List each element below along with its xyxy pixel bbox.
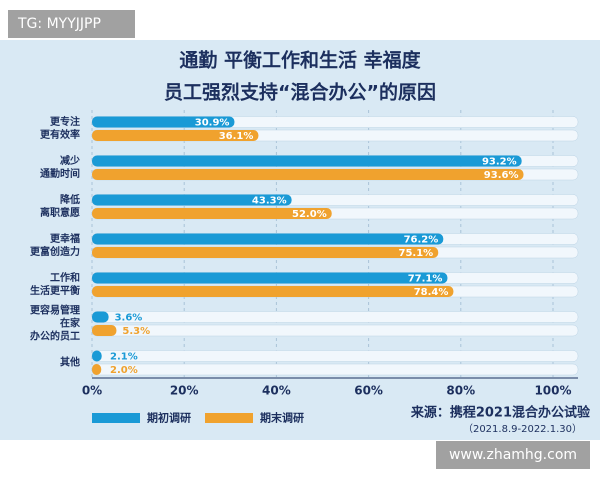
bar bbox=[92, 194, 292, 206]
data-label: 43.3% bbox=[252, 196, 287, 207]
x-tick-label: 100% bbox=[534, 384, 571, 398]
chart-title: 员工强烈支持“混合办公”的原因 bbox=[164, 81, 436, 104]
y-tick-label: 更富创造力 bbox=[30, 245, 80, 258]
data-label: 3.6% bbox=[115, 313, 143, 324]
data-label: 5.3% bbox=[122, 326, 150, 337]
y-tick-label: 减少 bbox=[60, 154, 80, 167]
legend-swatch bbox=[205, 413, 253, 423]
bar bbox=[92, 350, 102, 362]
data-label: 93.2% bbox=[482, 157, 517, 168]
y-tick-label: 办公的员工 bbox=[30, 330, 80, 343]
y-tick-label: 降低 bbox=[60, 193, 80, 206]
data-label: 2.1% bbox=[110, 352, 138, 363]
data-label: 76.2% bbox=[404, 235, 439, 246]
bar bbox=[92, 116, 235, 128]
y-tick-label: 更容易管理 bbox=[30, 304, 80, 317]
x-tick-label: 20% bbox=[170, 384, 199, 398]
chart-title: 通勤 平衡工作和生活 幸福度 bbox=[179, 49, 421, 72]
bar bbox=[92, 272, 448, 284]
bar bbox=[92, 130, 259, 141]
x-tick-label: 40% bbox=[262, 384, 291, 398]
y-tick-label: 在家 bbox=[60, 317, 81, 330]
source: 来源：携程2021混合办公试验 bbox=[410, 405, 591, 421]
data-label: 36.1% bbox=[219, 131, 254, 142]
y-tick-label: 其他 bbox=[60, 356, 80, 369]
data-label: 77.1% bbox=[408, 274, 443, 285]
data-label: 52.0% bbox=[292, 209, 327, 220]
x-tick-label: 0% bbox=[82, 384, 102, 398]
bar-track bbox=[91, 363, 579, 376]
data-label: 78.4% bbox=[414, 287, 449, 298]
bar bbox=[92, 233, 444, 245]
x-tick-label: 80% bbox=[446, 384, 475, 398]
y-tick-label: 通勤时间 bbox=[40, 167, 80, 180]
bar bbox=[92, 364, 102, 375]
bar bbox=[92, 286, 454, 297]
y-tick-label: 生活更平衡 bbox=[30, 284, 80, 297]
bar bbox=[92, 311, 109, 323]
y-tick-label: 更专注 bbox=[50, 115, 80, 128]
data-label: 93.6% bbox=[484, 170, 519, 181]
legend-label: 期初调研 bbox=[147, 411, 191, 425]
bar bbox=[92, 155, 522, 167]
bar-track bbox=[91, 350, 579, 362]
legend-swatch bbox=[92, 413, 140, 423]
data-label: 30.9% bbox=[195, 118, 230, 129]
data-label: 2.0% bbox=[110, 365, 138, 376]
bar bbox=[92, 325, 117, 336]
watermark: TG: MYYJJPP bbox=[17, 16, 101, 32]
x-tick-label: 60% bbox=[354, 384, 383, 398]
watermark: www.zhamhg.com bbox=[449, 447, 577, 463]
watermark-box bbox=[436, 441, 590, 469]
bar bbox=[92, 247, 439, 258]
bar bbox=[92, 169, 524, 180]
y-tick-label: 工作和 bbox=[50, 271, 80, 284]
y-tick-label: 更有效率 bbox=[40, 128, 80, 141]
y-tick-label: 离职意愿 bbox=[40, 206, 80, 219]
bar bbox=[92, 208, 332, 219]
data-label: 75.1% bbox=[399, 248, 434, 259]
y-tick-label: 更幸福 bbox=[50, 232, 80, 245]
source: （2021.8.9-2022.1.30） bbox=[463, 423, 582, 435]
legend-label: 期末调研 bbox=[260, 411, 304, 425]
bar-track bbox=[91, 311, 579, 323]
watermark-box bbox=[8, 10, 135, 38]
bar-track bbox=[91, 324, 579, 337]
